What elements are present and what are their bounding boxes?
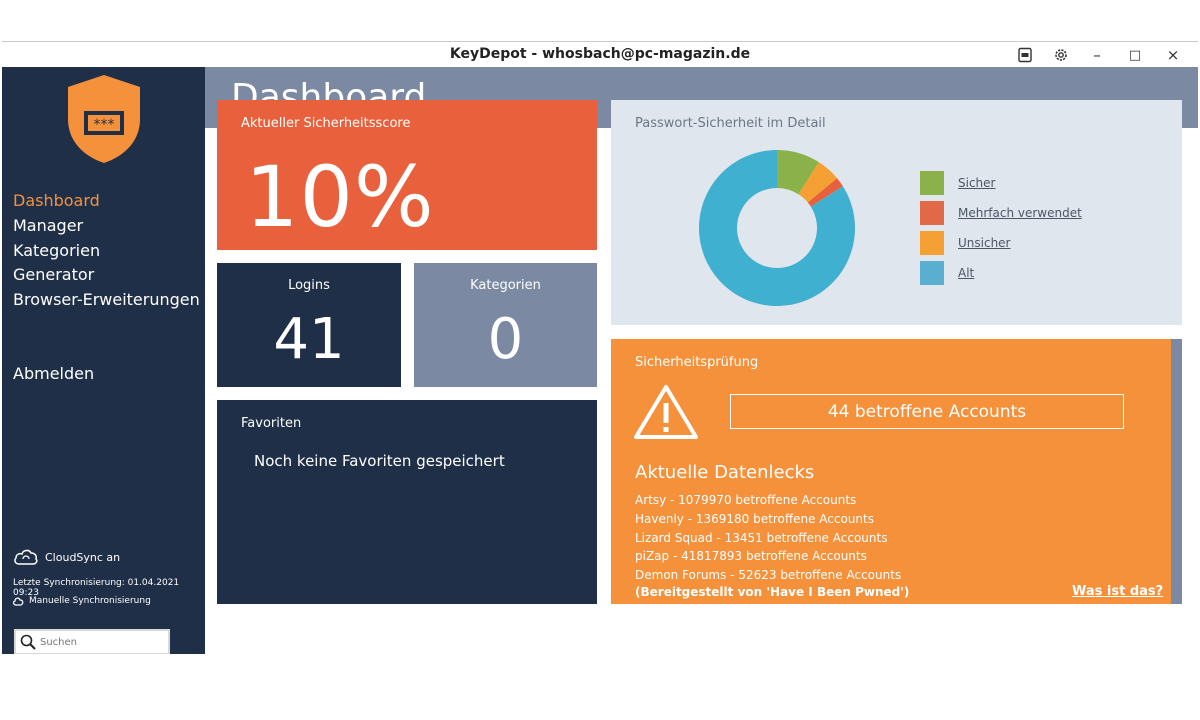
sidebar-item-manager[interactable]: Manager: [13, 216, 84, 235]
security-score-value: 10%: [245, 148, 435, 246]
sidebar-item-browser-erweiterungen[interactable]: Browser-Erweiterungen: [13, 290, 200, 309]
sync-icon: [13, 597, 24, 606]
favorites-tile: Favoriten Noch keine Favoriten gespeiche…: [217, 400, 597, 604]
close-button[interactable]: ×: [1166, 46, 1180, 64]
legend-item-sicher[interactable]: Sicher: [920, 171, 995, 195]
donut-slice-alt: [699, 150, 855, 306]
sidebar-item-dashboard[interactable]: Dashboard: [13, 191, 100, 210]
password-detail-tile: Passwort-Sicherheit im Detail Sicher Meh…: [611, 100, 1182, 325]
minimize-button[interactable]: –: [1093, 46, 1101, 64]
logins-count: 41: [273, 307, 345, 372]
data-leaks-title: Aktuelle Datenlecks: [635, 462, 815, 483]
sidebar: *** Dashboard Manager Kategorien Generat…: [2, 67, 205, 654]
legend-item-mehrfach[interactable]: Mehrfach verwendet: [920, 201, 1082, 225]
search-input[interactable]: [40, 636, 160, 648]
what-is-this-link[interactable]: Was ist das?: [1072, 584, 1164, 599]
security-score-tile: Aktueller Sicherheitsscore 10%: [217, 100, 597, 250]
categories-count: 0: [487, 307, 524, 372]
legend-swatch-alt: [920, 261, 944, 285]
logins-label: Logins: [288, 278, 330, 293]
warning-icon: [634, 385, 698, 439]
legend-label-alt[interactable]: Alt: [958, 266, 975, 280]
legend-item-alt[interactable]: Alt: [920, 261, 974, 285]
logout-link[interactable]: Abmelden: [13, 364, 95, 383]
logo-text: ***: [94, 117, 115, 133]
cloud-sync-icon: [14, 549, 38, 565]
security-score-label: Aktueller Sicherheitsscore: [241, 116, 411, 131]
leak-item: Artsy - 1079970 betroffene Accounts: [635, 493, 857, 507]
gear-icon[interactable]: [1051, 45, 1071, 65]
donut-slice-sicher: [777, 150, 819, 195]
legend-item-unsicher[interactable]: Unsicher: [920, 231, 1011, 255]
shield-logo: ***: [68, 75, 140, 163]
legend-label-unsicher[interactable]: Unsicher: [958, 236, 1011, 250]
search-box[interactable]: [14, 629, 170, 654]
sidebar-item-generator[interactable]: Generator: [13, 265, 95, 284]
logins-tile[interactable]: Logins 41: [217, 263, 401, 387]
source-note: (Bereitgestellt von 'Have I Been Pwned'): [635, 585, 910, 599]
legend-swatch-mehrfach: [920, 201, 944, 225]
legend-label-mehrfach[interactable]: Mehrfach verwendet: [958, 206, 1082, 220]
legend-swatch-unsicher: [920, 231, 944, 255]
donut-slice-unsicher: [798, 162, 838, 203]
categories-tile[interactable]: Kategorien 0: [414, 263, 597, 387]
security-check-tile: Sicherheitsprüfung 44 betroffene Account…: [611, 339, 1171, 604]
favorites-label: Favoriten: [241, 416, 302, 431]
leak-item: piZap - 41817893 betroffene Accounts: [635, 549, 867, 563]
cloudsync-label: CloudSync an: [45, 550, 121, 564]
security-check-scrollbar[interactable]: [1171, 339, 1182, 604]
leak-item: Demon Forums - 52623 betroffene Accounts: [635, 568, 902, 582]
security-donut-chart: [699, 150, 855, 306]
donut-slice-mehrfach-verwendet: [807, 178, 843, 207]
legend-label-sicher[interactable]: Sicher: [958, 176, 996, 190]
title-bar: KeyDepot - whosbach@pc-magazin.de – □ ×: [2, 42, 1198, 67]
report-icon[interactable]: [1015, 45, 1035, 65]
affected-accounts-button[interactable]: 44 betroffene Accounts: [730, 394, 1124, 429]
security-check-label: Sicherheitsprüfung: [635, 355, 759, 370]
manual-sync-label: Manuelle Synchronisierung: [29, 596, 151, 606]
window-title: KeyDepot - whosbach@pc-magazin.de: [449, 46, 751, 62]
leak-item: Lizard Squad - 13451 betroffene Accounts: [635, 531, 888, 545]
cloudsync-status[interactable]: CloudSync an: [13, 548, 120, 566]
favorites-empty-text: Noch keine Favoriten gespeichert: [254, 452, 505, 470]
last-sync-text: Letzte Synchronisierung: 01.04.2021 09:2…: [13, 578, 180, 598]
sidebar-item-kategorien[interactable]: Kategorien: [13, 241, 101, 260]
manual-sync-button[interactable]: Manuelle Synchronisierung: [13, 596, 151, 606]
search-icon: [20, 634, 36, 650]
leak-item: Havenly - 1369180 betroffene Accounts: [635, 512, 874, 526]
password-detail-label: Passwort-Sicherheit im Detail: [635, 116, 826, 131]
legend-swatch-sicher: [920, 171, 944, 195]
categories-label: Kategorien: [470, 278, 541, 293]
maximize-button[interactable]: □: [1128, 47, 1142, 63]
